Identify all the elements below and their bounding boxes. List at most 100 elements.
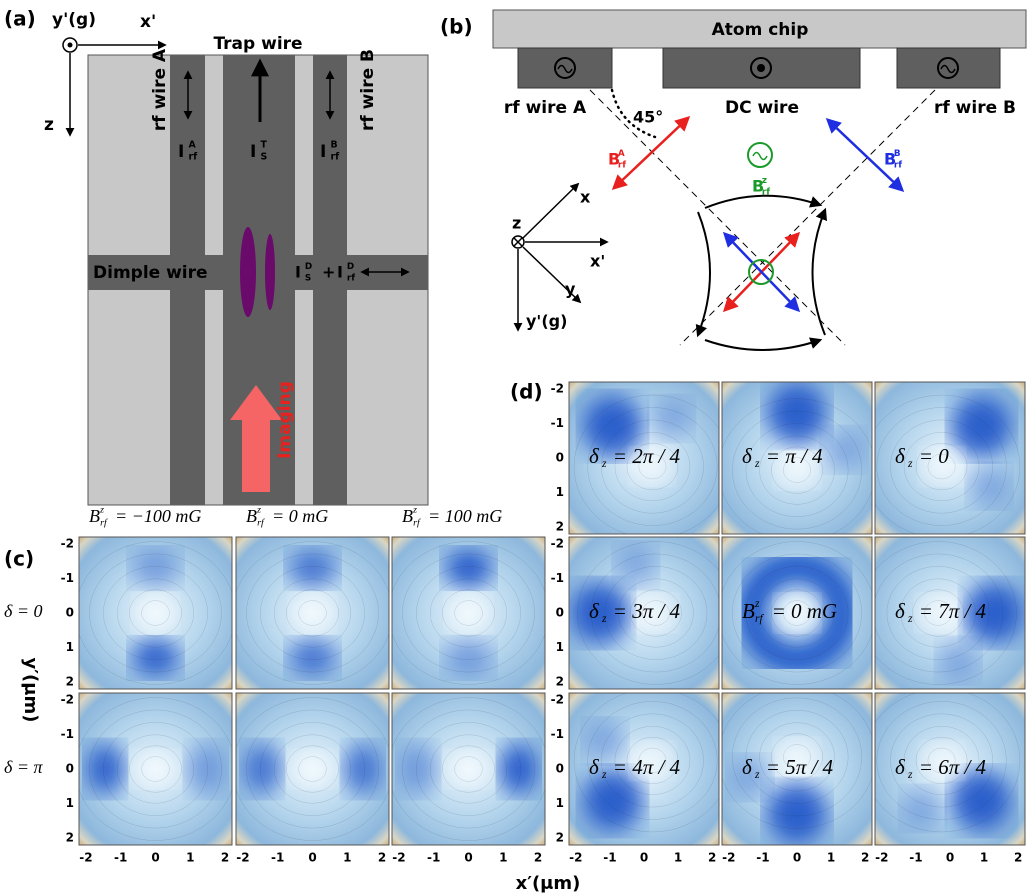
label: y′(μm) xyxy=(20,658,41,723)
label: rf wire B xyxy=(358,49,378,131)
label: -1 xyxy=(427,851,440,865)
potential-curve xyxy=(705,340,820,350)
label: -2 xyxy=(236,851,249,865)
symbol-sub: S xyxy=(305,273,311,283)
field-symbol xyxy=(753,153,767,160)
symbol-sup: D xyxy=(305,262,312,272)
dashed-line xyxy=(680,90,935,345)
symbol-rest: = 0 mG xyxy=(772,599,838,623)
dark-region xyxy=(243,743,281,795)
symbol: δz= 0 xyxy=(895,444,949,470)
contour-plot xyxy=(389,537,549,689)
atom-cloud xyxy=(265,234,275,310)
label: 1 xyxy=(980,851,988,865)
symbol-sub: rf xyxy=(413,518,421,529)
label: (d) xyxy=(510,380,543,404)
label: 0 xyxy=(151,851,159,865)
symbol-sup: T xyxy=(261,139,268,150)
axis-origin xyxy=(68,43,73,48)
label: x' xyxy=(140,12,156,32)
label: 0 xyxy=(464,851,472,865)
label: -1 xyxy=(551,416,564,430)
dc-symbol xyxy=(757,64,765,72)
label: 45° xyxy=(633,108,663,127)
label: 1 xyxy=(66,640,74,654)
symbol-sup: z xyxy=(256,505,261,516)
dark-region xyxy=(344,743,382,795)
label: -2 xyxy=(61,692,74,706)
contour-plot xyxy=(76,693,236,845)
symbol-base: B xyxy=(246,506,257,526)
symbol-sub: z xyxy=(601,458,607,470)
light-spot xyxy=(292,752,334,787)
contour-plot xyxy=(233,693,393,845)
symbol-sub: rf xyxy=(257,518,265,529)
label: y'(g) xyxy=(52,10,96,30)
symbol-rest: = 5π / 4 xyxy=(766,755,834,779)
dark-region xyxy=(444,549,493,587)
label: y'(g) xyxy=(526,312,567,331)
light-spot xyxy=(135,596,177,631)
label: rf wire B xyxy=(934,98,1016,118)
dark-region xyxy=(951,770,1012,832)
light-spot xyxy=(135,752,177,787)
label: 0 xyxy=(66,606,74,620)
symbol-rest: = 0 mG xyxy=(272,506,328,526)
label: -2 xyxy=(722,851,735,865)
label: 1 xyxy=(556,485,564,499)
symbol-sup: D xyxy=(347,262,354,272)
label: 0 xyxy=(66,762,74,776)
label: -2 xyxy=(551,381,564,395)
dark-region xyxy=(938,640,979,681)
atom-cloud xyxy=(240,227,256,317)
dark-region xyxy=(288,639,337,677)
label: x′(μm) xyxy=(516,873,581,894)
label: Atom chip xyxy=(712,20,809,40)
contour-plot xyxy=(76,537,236,689)
symbol-sup: A xyxy=(189,139,197,150)
symbol-base: I xyxy=(250,142,256,162)
label: 1 xyxy=(827,851,835,865)
symbol-sub: z xyxy=(907,458,913,470)
symbol-sub: z xyxy=(754,769,760,781)
label: 2 xyxy=(66,675,74,689)
label: y xyxy=(565,280,576,299)
label: 1 xyxy=(66,796,74,810)
label: 1 xyxy=(343,851,351,865)
label: 1 xyxy=(499,851,507,865)
symbol-rest: = 100 mG xyxy=(428,506,502,526)
symbol-base: I xyxy=(337,263,343,282)
dark-region xyxy=(766,783,827,845)
label: -2 xyxy=(61,536,74,550)
symbol-sup: z xyxy=(754,598,760,610)
symbol: Bzrf= −100 mG xyxy=(89,505,201,529)
label: -1 xyxy=(114,851,127,865)
label: 2 xyxy=(556,520,564,534)
label: δ = 0 xyxy=(4,601,43,621)
label: Imaging xyxy=(275,381,295,459)
label: 0 xyxy=(308,851,316,865)
label: -1 xyxy=(61,571,74,585)
label: 2 xyxy=(556,831,564,845)
symbol-base: δ xyxy=(589,755,600,779)
symbol: BArf xyxy=(608,149,626,171)
symbol-sup: B xyxy=(894,149,901,159)
dark-region xyxy=(131,639,180,677)
label: 0 xyxy=(640,851,648,865)
symbol-sub: rf xyxy=(331,152,341,163)
dark-region xyxy=(500,743,538,795)
symbol-sub: rf xyxy=(100,518,108,529)
label: 1 xyxy=(186,851,194,865)
symbol-sub: z xyxy=(754,458,760,470)
label: 2 xyxy=(861,851,869,865)
symbol-base: B xyxy=(402,506,413,526)
symbol-sub: S xyxy=(261,152,268,163)
label: (b) xyxy=(440,15,473,39)
label: -1 xyxy=(61,727,74,741)
symbol: IArf xyxy=(178,139,198,162)
label: δ = π xyxy=(4,757,44,777)
symbol-sup: A xyxy=(618,149,625,159)
label: rf wire A xyxy=(504,98,587,118)
